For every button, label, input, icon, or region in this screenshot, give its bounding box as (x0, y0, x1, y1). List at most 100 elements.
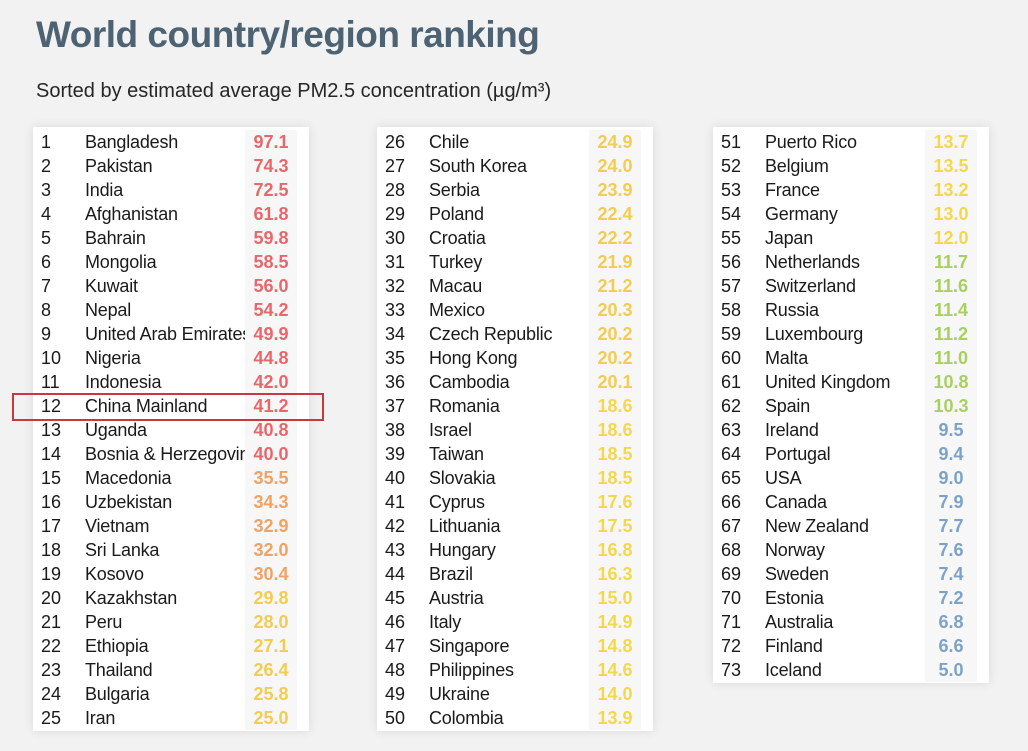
country-name: Kazakhstan (85, 588, 178, 608)
ranking-row: 31 Turkey 21.9 (377, 247, 653, 274)
rank-number: 12 (41, 396, 62, 416)
rank-number: 7 (41, 276, 52, 296)
rank-number: 71 (721, 612, 742, 632)
ranking-row: 19 Kosovo 30.4 (33, 559, 309, 586)
ranking-row: 29 Poland 22.4 (377, 199, 653, 226)
pm25-value: 40.0 (245, 442, 297, 466)
country-name: Taiwan (429, 444, 484, 464)
country-name: Mexico (429, 300, 485, 320)
country-name: Australia (765, 612, 834, 632)
ranking-row: 37 Romania 18.6 (377, 391, 653, 418)
rank-number: 37 (385, 396, 406, 416)
country-name: USA (765, 468, 802, 488)
ranking-row: 32 Macau 21.2 (377, 271, 653, 298)
ranking-row: 2 Pakistan 74.3 (33, 151, 309, 178)
country-name: Uzbekistan (85, 492, 173, 512)
ranking-row: 72 Finland 6.6 (713, 631, 989, 658)
country-name: Belgium (765, 156, 829, 176)
pm25-value: 25.0 (245, 706, 297, 730)
country-name: Uganda (85, 420, 147, 440)
pm25-value: 11.6 (925, 274, 977, 298)
rank-number: 59 (721, 324, 742, 344)
pm25-value: 44.8 (245, 346, 297, 370)
rank-number: 8 (41, 300, 52, 320)
ranking-row: 13 Uganda 40.8 (33, 415, 309, 442)
country-name: Finland (765, 636, 823, 656)
rank-number: 46 (385, 612, 406, 632)
ranking-row: 25 Iran 25.0 (33, 703, 309, 730)
rank-number: 29 (385, 204, 406, 224)
ranking-row: 63 Ireland 9.5 (713, 415, 989, 442)
ranking-row: 57 Switzerland 11.6 (713, 271, 989, 298)
rank-number: 1 (41, 132, 52, 152)
pm25-value: 27.1 (245, 634, 297, 658)
rank-number: 54 (721, 204, 742, 224)
page-title: World country/region ranking (36, 14, 540, 55)
page-subtitle: Sorted by estimated average PM2.5 concen… (36, 80, 552, 102)
rank-number: 52 (721, 156, 742, 176)
rank-number: 30 (385, 228, 406, 248)
country-name: Iceland (765, 660, 822, 680)
ranking-row: 35 Hong Kong 20.2 (377, 343, 653, 370)
country-name: Lithuania (429, 516, 501, 536)
rank-number: 35 (385, 348, 406, 368)
pm25-value: 14.9 (589, 610, 641, 634)
rank-number: 9 (41, 324, 52, 344)
ranking-column-3: 51 Puerto Rico 13.7 52 Belgium 13.5 53 France 13… (713, 127, 989, 683)
country-name: Chile (429, 132, 470, 152)
pm25-value: 13.2 (925, 178, 977, 202)
ranking-row: 7 Kuwait 56.0 (33, 271, 309, 298)
rank-number: 56 (721, 252, 742, 272)
country-name: Germany (765, 204, 838, 224)
country-name: Afghanistan (85, 204, 178, 224)
ranking-row: 33 Mexico 20.3 (377, 295, 653, 322)
pm25-value: 29.8 (245, 586, 297, 610)
rank-number: 10 (41, 348, 62, 368)
pm25-value: 32.0 (245, 538, 297, 562)
rank-number: 62 (721, 396, 742, 416)
rank-number: 21 (41, 612, 62, 632)
pm25-value: 11.7 (925, 250, 977, 274)
ranking-column-2: 26 Chile 24.9 27 South Korea 24.0 28 Serbia 23.9… (377, 127, 653, 731)
country-name: Austria (429, 588, 484, 608)
pm25-value: 18.6 (589, 394, 641, 418)
pm25-value: 42.0 (245, 370, 297, 394)
rank-number: 26 (385, 132, 406, 152)
pm25-value: 11.0 (925, 346, 977, 370)
ranking-row: 68 Norway 7.6 (713, 535, 989, 562)
country-name: Cambodia (429, 372, 510, 392)
pm25-value: 40.8 (245, 418, 297, 442)
ranking-row: 71 Australia 6.8 (713, 607, 989, 634)
rank-number: 41 (385, 492, 406, 512)
rank-number: 40 (385, 468, 406, 488)
pm25-value: 16.8 (589, 538, 641, 562)
ranking-row: 42 Lithuania 17.5 (377, 511, 653, 538)
country-name: United Kingdom (765, 372, 891, 392)
ranking-row: 36 Cambodia 20.1 (377, 367, 653, 394)
pm25-value: 41.2 (245, 394, 297, 418)
pm25-value: 14.6 (589, 658, 641, 682)
country-name: India (85, 180, 124, 200)
ranking-row: 16 Uzbekistan 34.3 (33, 487, 309, 514)
ranking-row: 65 USA 9.0 (713, 463, 989, 490)
country-name: Bahrain (85, 228, 146, 248)
pm25-value: 7.4 (925, 562, 977, 586)
ranking-row: 69 Sweden 7.4 (713, 559, 989, 586)
country-name: Netherlands (765, 252, 860, 272)
pm25-value: 25.8 (245, 682, 297, 706)
country-name: Bulgaria (85, 684, 150, 704)
ranking-row: 73 Iceland 5.0 (713, 655, 989, 682)
country-name: Puerto Rico (765, 132, 857, 152)
ranking-row: 26 Chile 24.9 (377, 127, 653, 154)
ranking-row: 5 Bahrain 59.8 (33, 223, 309, 250)
ranking-row: 3 India 72.5 (33, 175, 309, 202)
country-name: Luxembourg (765, 324, 864, 344)
ranking-row: 49 Ukraine 14.0 (377, 679, 653, 706)
country-name: Ethiopia (85, 636, 149, 656)
rank-number: 55 (721, 228, 742, 248)
ranking-row: 59 Luxembourg 11.2 (713, 319, 989, 346)
rank-number: 5 (41, 228, 52, 248)
pm25-value: 7.7 (925, 514, 977, 538)
rank-number: 65 (721, 468, 742, 488)
country-name: Pakistan (85, 156, 153, 176)
